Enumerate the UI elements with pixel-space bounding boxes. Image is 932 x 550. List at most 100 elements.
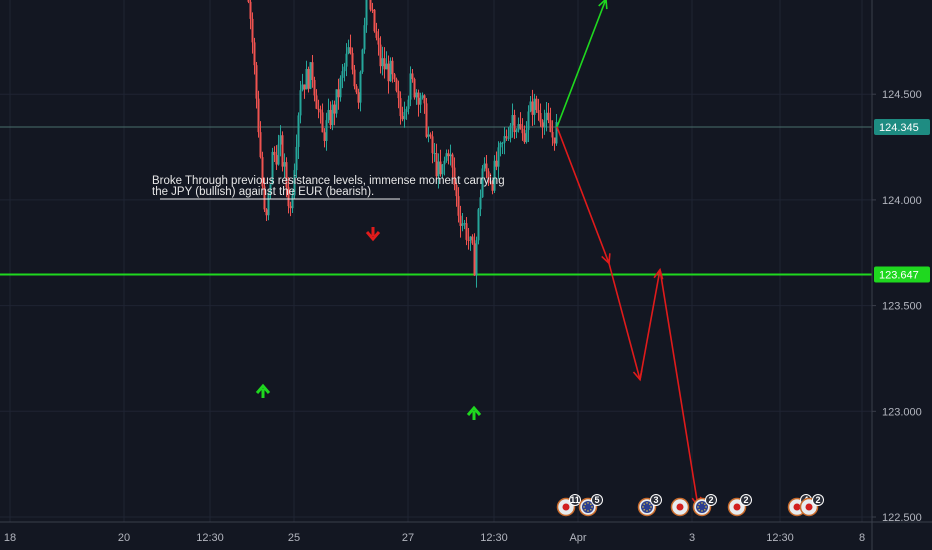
candle-body-230 (459, 215, 462, 226)
y-tick-label-5: 124.500 (882, 89, 922, 101)
candle-body-259 (517, 124, 520, 131)
candle-body-201 (401, 116, 404, 120)
event-count-dot-1 (592, 495, 602, 505)
candle-body-181 (361, 49, 364, 72)
candle-body-159 (317, 108, 320, 110)
jp-flag-icon-0 (562, 503, 570, 511)
candle-body-224 (447, 153, 450, 157)
candle-body-182 (363, 25, 366, 50)
event-badge-7[interactable]: 2 (799, 494, 825, 517)
candle-body-221 (441, 164, 444, 175)
projection-up-arrowhead-1 (598, 0, 608, 10)
candle-body-157 (313, 79, 316, 96)
candle-body-202 (403, 111, 406, 120)
eu-star-2-4 (642, 506, 644, 508)
candle-body-199 (397, 90, 400, 99)
event-badge-0[interactable]: 11 (556, 494, 582, 517)
price-label-3: 123.647 (879, 270, 919, 282)
eu-star-4-0 (705, 506, 707, 508)
x-tick-label-9: 8 (859, 532, 865, 544)
candle-body-273 (545, 112, 548, 121)
candle-body-160 (319, 109, 322, 113)
candle-body-229 (457, 196, 460, 216)
candle-body-126 (251, 18, 254, 43)
candle-body-130 (259, 132, 262, 158)
candle-body-268 (535, 98, 538, 111)
event-count-dot-7 (813, 495, 823, 505)
candle-body-271 (541, 122, 544, 128)
event-badge-2[interactable]: 3 (637, 494, 663, 517)
candle-body-185 (369, 0, 372, 10)
event-count-dot-5 (741, 495, 751, 505)
x-tick-label-5: 12:30 (480, 532, 508, 544)
candle-body-174 (347, 47, 350, 54)
candle-body-158 (315, 95, 318, 109)
x-tick-label-6: Apr (569, 532, 586, 544)
eu-star-1-7 (590, 503, 592, 505)
y-tick-label-8: 123.000 (882, 406, 922, 418)
candle-body-216 (431, 136, 434, 154)
candle-body-137 (273, 151, 276, 156)
event-count-label-2: 3 (653, 495, 658, 505)
up-arrow-marker-1 (255, 383, 271, 398)
y-axis[interactable]: 127.000126.500126.000125.500125.000124.5… (871, 0, 922, 550)
candle-body-179 (357, 92, 360, 103)
candle-body-212 (423, 95, 426, 104)
eu-star-4-2 (701, 510, 703, 512)
candle-body-250 (499, 142, 502, 148)
annotation-line-1: Broke Through previous resistance levels… (152, 175, 505, 187)
candle-body-256 (511, 114, 514, 126)
candle-body-165 (329, 109, 332, 126)
candle-body-178 (355, 86, 358, 93)
candle-body-213 (425, 103, 428, 137)
candle-body-278 (555, 122, 558, 144)
candle-body-180 (359, 71, 362, 103)
eu-star-4-7 (704, 503, 706, 505)
x-tick-label-2: 12:30 (196, 532, 224, 544)
candle-body-169 (337, 89, 340, 98)
candle-body-148 (295, 146, 298, 171)
candle-body-208 (415, 92, 418, 98)
candle-body-132 (263, 186, 266, 210)
event-badge-5[interactable]: 2 (727, 494, 753, 517)
event-badges[interactable]: 11532242 (556, 494, 825, 517)
x-axis[interactable]: 18 20 12:30 25 27 12:30 Apr 3 12:30 8 (0, 521, 932, 544)
candle-body-270 (539, 113, 542, 123)
eu-star-4-1 (704, 509, 706, 511)
event-badge-1[interactable]: 5 (578, 494, 604, 517)
marker-head-0 (365, 231, 381, 242)
candle-body-134 (267, 193, 270, 216)
candle-body-142 (283, 162, 286, 167)
candle-body-207 (413, 79, 416, 98)
event-count-label-0: 11 (570, 495, 580, 505)
price-label-bg-2 (874, 118, 930, 135)
candle-body-197 (393, 74, 396, 80)
candle-body-163 (325, 120, 328, 141)
event-count-dot-4 (706, 495, 716, 505)
candle-body-266 (531, 101, 534, 115)
candle-body-248 (495, 160, 498, 167)
x-tick-label-8: 12:30 (766, 532, 794, 544)
candle-body-219 (437, 161, 440, 177)
candle-body-183 (365, 0, 368, 26)
candle-body-190 (379, 44, 382, 67)
candle-body-128 (255, 65, 258, 99)
eu-star-4-4 (697, 506, 699, 508)
candle-body-170 (339, 77, 342, 98)
candle-body-187 (373, 9, 376, 32)
event-badge-4[interactable]: 2 (692, 494, 718, 517)
candle-body-276 (551, 132, 554, 138)
candle-body-138 (275, 155, 278, 165)
candle-body-264 (527, 111, 530, 130)
candle-body-204 (407, 99, 410, 109)
candle-body-156 (311, 62, 314, 80)
eu-star-2-2 (646, 510, 648, 512)
jp-flag-icon-7 (805, 503, 813, 511)
eu-star-2-7 (649, 503, 651, 505)
candle-body-222 (443, 160, 446, 165)
candle-body-238 (475, 240, 478, 276)
down-arrow-marker-0 (365, 227, 381, 242)
event-badge-3[interactable] (670, 497, 690, 517)
x-tick-label-4: 27 (402, 532, 414, 544)
